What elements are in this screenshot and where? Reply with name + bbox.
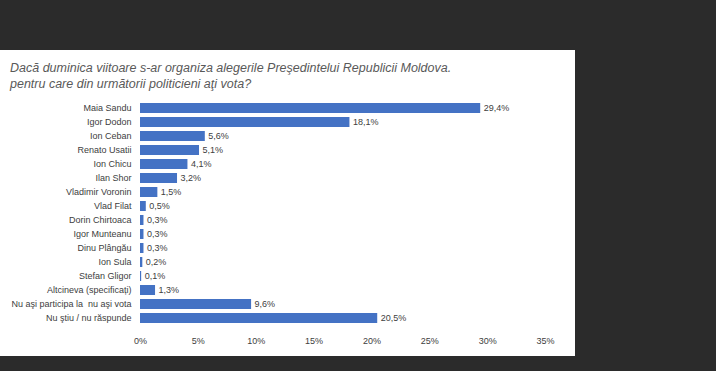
svg-text:Dorin Chirtoaca: Dorin Chirtoaca bbox=[69, 215, 132, 225]
svg-text:10%: 10% bbox=[247, 336, 265, 346]
svg-text:20%: 20% bbox=[363, 336, 381, 346]
svg-text:35%: 35% bbox=[536, 336, 554, 346]
svg-text:Renato Usatii: Renato Usatii bbox=[77, 145, 131, 155]
svg-text:15%: 15% bbox=[305, 336, 323, 346]
svg-text:Igor Munteanu: Igor Munteanu bbox=[73, 229, 131, 239]
svg-text:18,1%: 18,1% bbox=[353, 117, 379, 127]
svg-text:Nu aşi participa la nu aşi vo: Nu aşi participa la nu aşi vota bbox=[11, 299, 131, 309]
svg-text:Vlad Filat: Vlad Filat bbox=[94, 201, 132, 211]
svg-text:20,5%: 20,5% bbox=[381, 313, 407, 323]
svg-text:Altcineva (specificați): Altcineva (specificați) bbox=[47, 285, 132, 295]
svg-text:Vladimir Voronin: Vladimir Voronin bbox=[66, 187, 132, 197]
svg-text:Igor Dodon: Igor Dodon bbox=[87, 117, 132, 127]
svg-text:9,6%: 9,6% bbox=[255, 299, 276, 309]
svg-text:Ion Ceban: Ion Ceban bbox=[90, 131, 132, 141]
svg-text:0,5%: 0,5% bbox=[149, 201, 170, 211]
svg-text:Nu ştiu / nu răspunde: Nu ştiu / nu răspunde bbox=[46, 313, 132, 323]
svg-text:30%: 30% bbox=[479, 336, 497, 346]
svg-text:Ilan Shor: Ilan Shor bbox=[95, 173, 131, 183]
svg-text:5%: 5% bbox=[192, 336, 205, 346]
svg-text:1,3%: 1,3% bbox=[159, 285, 180, 295]
svg-text:Stefan Gligor: Stefan Gligor bbox=[79, 271, 132, 281]
svg-text:1,5%: 1,5% bbox=[161, 187, 182, 197]
svg-text:0,3%: 0,3% bbox=[147, 229, 168, 239]
svg-text:Ion Sula: Ion Sula bbox=[98, 257, 131, 267]
svg-text:Maia Sandu: Maia Sandu bbox=[83, 103, 131, 113]
html-text:Dacă duminica viitoare s-ar or: Dacă duminica viitoare s-ar organiza ale… bbox=[10, 61, 452, 91]
svg-text:3,2%: 3,2% bbox=[181, 173, 202, 183]
svg-text:5,1%: 5,1% bbox=[203, 145, 224, 155]
svg-text:Ion Chicu: Ion Chicu bbox=[93, 159, 131, 169]
svg-text:29,4%: 29,4% bbox=[484, 103, 510, 113]
svg-text:5,6%: 5,6% bbox=[208, 131, 229, 141]
svg-text:0,1%: 0,1% bbox=[145, 271, 166, 281]
svg-text:Dinu Plângău: Dinu Plângău bbox=[77, 243, 131, 253]
svg-text:0,2%: 0,2% bbox=[146, 257, 167, 267]
svg-text:0,3%: 0,3% bbox=[147, 243, 168, 253]
svg-text:4,1%: 4,1% bbox=[191, 159, 212, 169]
svg-text:25%: 25% bbox=[421, 336, 439, 346]
svg-text:0%: 0% bbox=[134, 336, 147, 346]
svg-text:0,3%: 0,3% bbox=[147, 215, 168, 225]
